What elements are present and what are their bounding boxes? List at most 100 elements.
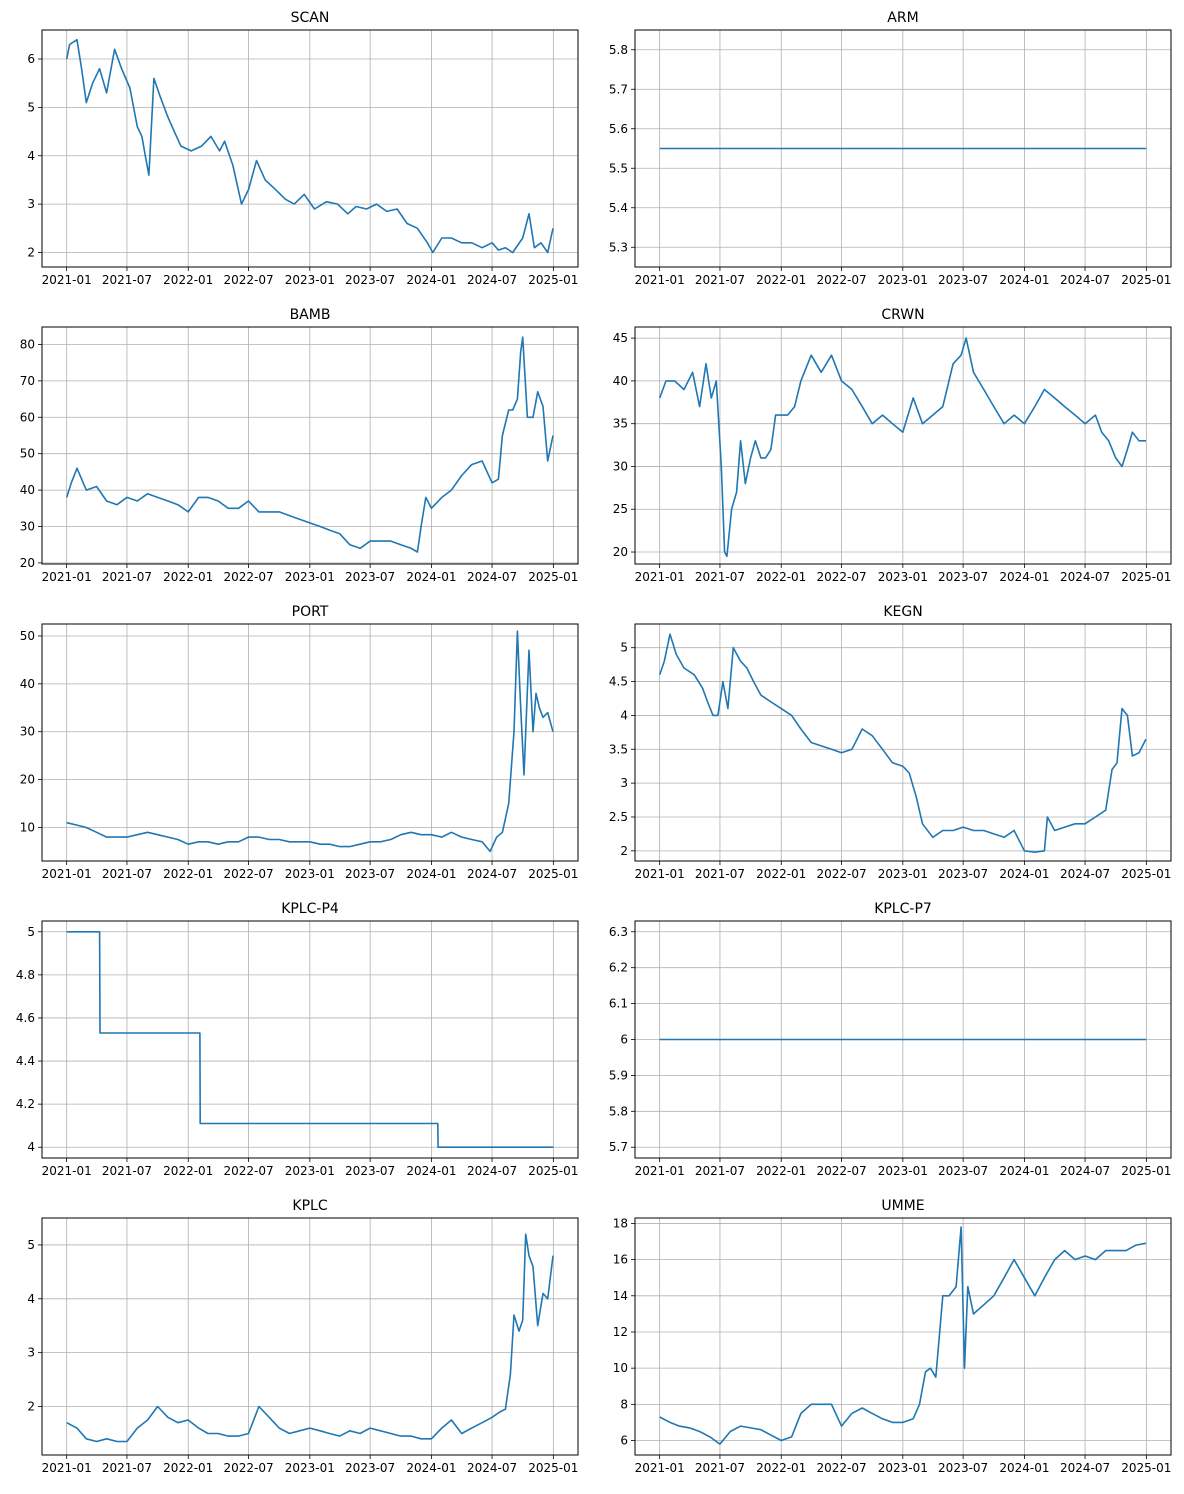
x-tick-label: 2024-07	[467, 1461, 517, 1475]
y-tick-label: 3	[27, 1346, 35, 1360]
x-tick-label: 2021-07	[695, 1461, 745, 1475]
y-tick-label: 5.5	[609, 161, 628, 175]
x-tick-label: 2023-07	[345, 867, 395, 881]
x-tick-label: 2023-01	[285, 1164, 335, 1178]
x-tick-label: 2023-01	[878, 273, 928, 287]
x-tick-label: 2023-07	[345, 1461, 395, 1475]
x-tick-label: 2022-01	[163, 867, 213, 881]
y-tick-label: 10	[20, 820, 35, 834]
chart-panel-5: KEGN 2021-01 2021-07 2022-01 2022-07 2023-01 2…	[609, 604, 1172, 881]
series-line	[658, 633, 1147, 854]
y-tick-label: 40	[20, 677, 35, 691]
x-tick-label: 2025-01	[1121, 273, 1171, 287]
x-tick-label: 2021-07	[102, 273, 152, 287]
y-tick-label: 10	[613, 1361, 628, 1375]
x-tick-label: 2023-07	[345, 273, 395, 287]
x-tick-label: 2024-07	[467, 1164, 517, 1178]
x-tick-label: 2021-01	[42, 867, 92, 881]
y-tick-label: 30	[20, 725, 35, 739]
y-tick-label: 6	[27, 52, 35, 66]
x-tick-label: 2022-01	[756, 1461, 806, 1475]
x-tick-label: 2024-01	[406, 273, 456, 287]
x-tick-label: 2023-01	[285, 1461, 335, 1475]
x-tick-label: 2022-01	[756, 273, 806, 287]
y-tick-label: 4.6	[16, 1011, 35, 1025]
chart-title: KEGN	[883, 604, 922, 620]
series-line	[66, 630, 554, 853]
x-tick-label: 2024-01	[999, 273, 1049, 287]
chart-panel-8: KPLC 2021-01 2021-07 2022-01 2022-07 2023-01 2…	[27, 1198, 579, 1475]
y-tick-label: 4.8	[16, 968, 35, 982]
x-tick-label: 2023-01	[285, 570, 335, 584]
x-tick-label: 2023-07	[938, 570, 988, 584]
y-tick-label: 80	[20, 337, 35, 351]
x-tick-label: 2024-01	[406, 1461, 456, 1475]
x-tick-label: 2024-07	[1060, 570, 1110, 584]
y-tick-label: 6.1	[609, 997, 628, 1011]
y-tick-label: 30	[613, 459, 628, 473]
y-tick-label: 3.5	[609, 742, 628, 756]
x-tick-label: 2022-01	[756, 867, 806, 881]
y-tick-label: 5.3	[609, 240, 628, 254]
chart-panel-6: KPLC-P4 2021-01 2021-07 2022-01 2022-07 2023-…	[16, 901, 579, 1178]
y-tick-label: 5	[620, 641, 628, 655]
series-line	[66, 1233, 554, 1443]
y-tick-label: 12	[613, 1325, 628, 1339]
x-tick-label: 2022-07	[223, 1164, 273, 1178]
y-tick-label: 20	[613, 545, 628, 559]
x-tick-label: 2023-07	[938, 1461, 988, 1475]
x-tick-label: 2023-01	[878, 1461, 928, 1475]
x-tick-label: 2022-07	[816, 273, 866, 287]
chart-title: PORT	[292, 604, 329, 620]
y-tick-label: 40	[613, 374, 628, 388]
x-tick-label: 2023-01	[878, 1164, 928, 1178]
x-tick-label: 2021-01	[635, 570, 685, 584]
x-tick-label: 2022-07	[816, 1164, 866, 1178]
x-tick-label: 2024-07	[467, 273, 517, 287]
x-tick-label: 2023-01	[285, 273, 335, 287]
plot-frame	[41, 29, 579, 268]
x-tick-label: 2021-01	[635, 1461, 685, 1475]
x-tick-label: 2021-01	[42, 1164, 92, 1178]
plot-frame	[41, 326, 579, 565]
y-tick-label: 5.8	[609, 43, 628, 57]
chart-panel-9: UMME 2021-01 2021-07 2022-01 2022-07 2023-01 2…	[613, 1198, 1172, 1475]
x-tick-label: 2024-01	[999, 867, 1049, 881]
x-tick-label: 2022-01	[163, 1461, 213, 1475]
y-tick-label: 50	[20, 629, 35, 643]
x-tick-label: 2021-01	[635, 273, 685, 287]
x-tick-label: 2021-07	[695, 867, 745, 881]
series-line	[66, 930, 554, 1148]
x-tick-label: 2021-07	[695, 570, 745, 584]
series-line	[65, 38, 554, 254]
x-tick-label: 2023-07	[345, 570, 395, 584]
x-tick-label: 2024-01	[406, 1164, 456, 1178]
x-tick-label: 2021-07	[102, 570, 152, 584]
x-tick-label: 2023-01	[878, 570, 928, 584]
chart-title: KPLC-P7	[874, 901, 932, 917]
x-tick-label: 2024-07	[1060, 1164, 1110, 1178]
x-tick-label: 2025-01	[528, 1461, 578, 1475]
y-tick-label: 4.5	[609, 675, 628, 689]
chart-title: SCAN	[291, 10, 330, 26]
x-tick-label: 2022-01	[756, 570, 806, 584]
x-tick-label: 2023-07	[938, 867, 988, 881]
y-tick-label: 2	[27, 1400, 35, 1414]
x-tick-label: 2025-01	[1121, 1461, 1171, 1475]
x-tick-label: 2022-07	[223, 867, 273, 881]
x-tick-label: 2022-07	[223, 273, 273, 287]
x-tick-label: 2022-07	[223, 570, 273, 584]
x-tick-label: 2022-01	[163, 1164, 213, 1178]
x-tick-label: 2022-07	[816, 570, 866, 584]
x-tick-label: 2021-07	[102, 1164, 152, 1178]
y-tick-label: 40	[20, 483, 35, 497]
x-tick-label: 2022-01	[756, 1164, 806, 1178]
chart-title: ARM	[887, 10, 918, 26]
x-tick-label: 2023-01	[878, 867, 928, 881]
y-tick-label: 3	[620, 776, 628, 790]
y-tick-label: 25	[613, 502, 628, 516]
chart-panel-0: SCAN 2021-01 2021-07 2022-01 2022-07 2023-01 2…	[27, 10, 579, 287]
y-tick-label: 60	[20, 410, 35, 424]
plot-frame	[634, 29, 1172, 268]
